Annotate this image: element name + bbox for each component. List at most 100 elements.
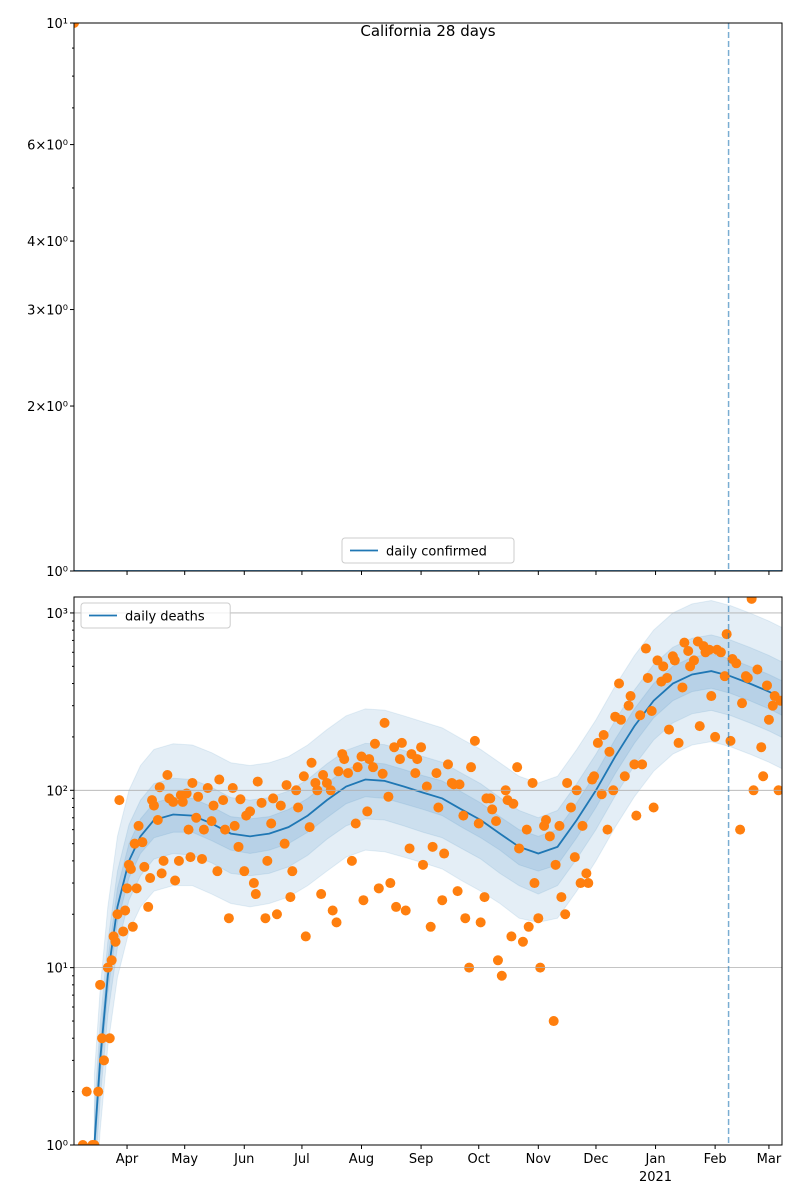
y-tick-label: 10⁰ xyxy=(46,1139,68,1154)
data-point xyxy=(202,783,213,794)
data-point xyxy=(110,936,121,947)
confidence-band xyxy=(93,600,782,1145)
data-point xyxy=(421,781,432,792)
x-tick-label: Jul xyxy=(293,1152,310,1167)
data-point xyxy=(394,754,405,765)
x-tick-label: Aug xyxy=(349,1152,374,1167)
data-point xyxy=(218,795,229,806)
data-point xyxy=(168,796,179,807)
data-point xyxy=(404,843,415,854)
data-point xyxy=(523,921,534,932)
data-point xyxy=(762,680,773,691)
data-point xyxy=(583,878,594,889)
data-point xyxy=(196,853,207,864)
data-point xyxy=(521,824,532,835)
data-point xyxy=(252,776,263,787)
data-point xyxy=(154,782,165,793)
data-point xyxy=(425,921,436,932)
legend-box xyxy=(80,602,231,629)
data-point xyxy=(756,742,767,753)
data-point xyxy=(767,700,778,711)
data-point xyxy=(114,795,125,806)
data-point xyxy=(346,855,357,866)
data-point xyxy=(333,766,344,777)
data-point xyxy=(479,892,490,903)
data-point xyxy=(565,802,576,813)
data-point xyxy=(245,806,256,817)
data-point xyxy=(631,810,642,821)
data-point xyxy=(212,866,223,877)
data-point xyxy=(362,806,373,817)
x-tick-label: Nov xyxy=(526,1152,552,1167)
x-tick-label: Dec xyxy=(583,1152,608,1167)
data-point xyxy=(129,838,140,849)
data-point xyxy=(185,852,196,863)
data-point xyxy=(95,979,106,990)
legend-box xyxy=(341,537,515,564)
data-point xyxy=(452,886,463,897)
data-point xyxy=(321,777,332,788)
data-point xyxy=(596,789,607,800)
data-point xyxy=(556,892,567,903)
axes-frame xyxy=(73,596,783,1146)
data-point xyxy=(485,793,496,804)
data-point xyxy=(389,742,400,753)
data-point xyxy=(206,816,217,827)
data-point xyxy=(343,768,354,779)
data-point xyxy=(514,843,525,854)
data-point xyxy=(418,859,429,870)
y-tick-label: 2×10⁰ xyxy=(27,400,68,415)
y-tick-label: 10¹ xyxy=(46,962,68,977)
data-point xyxy=(431,768,442,779)
data-point xyxy=(517,936,528,947)
data-line xyxy=(93,670,782,1145)
data-point xyxy=(158,855,169,866)
data-point xyxy=(725,735,736,746)
data-point xyxy=(548,1016,559,1027)
data-point xyxy=(235,794,246,805)
data-point xyxy=(454,779,465,790)
data-point xyxy=(183,824,194,835)
data-point xyxy=(602,824,613,835)
data-point xyxy=(646,705,657,716)
data-point xyxy=(131,883,142,894)
y-tick-label: 10¹ xyxy=(46,17,68,32)
data-point xyxy=(592,737,603,748)
data-point xyxy=(473,818,484,829)
data-point xyxy=(122,883,133,894)
data-point xyxy=(752,664,763,675)
data-point xyxy=(412,754,423,765)
data-point xyxy=(719,671,730,682)
plot-area xyxy=(74,23,782,571)
legend: daily confirmed xyxy=(341,537,515,564)
data-point xyxy=(306,757,317,768)
x-year-label: 2021 xyxy=(639,1170,672,1185)
data-point xyxy=(358,895,369,906)
data-point xyxy=(581,868,592,879)
data-point xyxy=(562,777,573,788)
data-point xyxy=(439,848,450,859)
data-point xyxy=(181,788,192,799)
data-point xyxy=(233,841,244,852)
x-tick-label: Mar xyxy=(757,1152,782,1167)
data-point xyxy=(156,868,167,879)
data-point xyxy=(648,802,659,813)
data-point xyxy=(758,771,769,782)
data-point xyxy=(287,866,298,877)
data-point xyxy=(673,737,684,748)
data-point xyxy=(177,796,188,807)
data-point xyxy=(106,955,117,966)
data-point xyxy=(615,714,626,725)
data-point xyxy=(364,754,375,765)
data-point xyxy=(331,917,342,928)
data-point xyxy=(208,800,219,811)
data-point xyxy=(74,23,79,28)
data-point xyxy=(125,863,136,874)
data-point xyxy=(239,866,250,877)
data-point xyxy=(373,883,384,894)
data-point xyxy=(508,798,519,809)
data-point xyxy=(356,751,367,762)
data-point xyxy=(742,672,753,683)
